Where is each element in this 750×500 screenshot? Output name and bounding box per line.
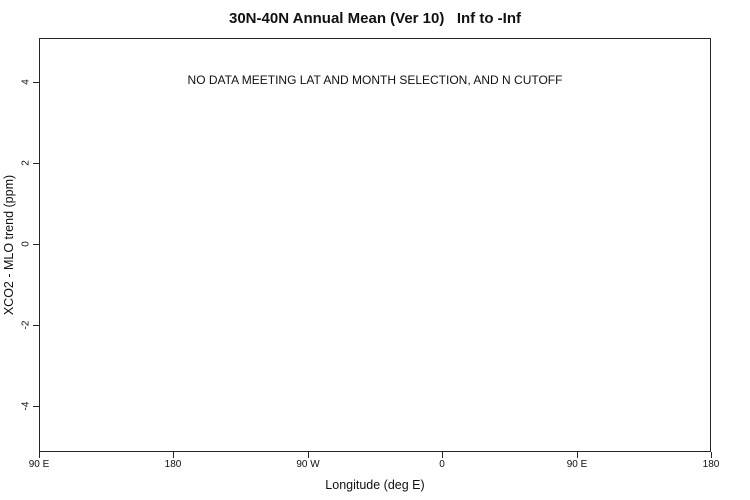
- x-tick-label: 0: [439, 459, 445, 470]
- y-tick-mark: [33, 244, 39, 245]
- y-tick-mark: [33, 163, 39, 164]
- y-tick-mark: [33, 406, 39, 407]
- x-tick-mark: [173, 452, 174, 458]
- x-tick-mark: [442, 452, 443, 458]
- x-tick-label: 180: [164, 459, 182, 470]
- y-tick-mark: [33, 325, 39, 326]
- x-tick-label: 90 W: [296, 459, 320, 470]
- x-tick-label: 90 E: [28, 459, 50, 470]
- x-tick-mark: [577, 452, 578, 458]
- y-axis-title: XCO2 - MLO trend (ppm): [2, 174, 16, 316]
- plot-area: NO DATA MEETING LAT AND MONTH SELECTION,…: [39, 38, 711, 452]
- x-axis-title: Longitude (deg E): [325, 478, 425, 492]
- chart-title: 30N-40N Annual Mean (Ver 10) Inf to -Inf: [229, 10, 521, 27]
- y-tick-label: 2: [20, 160, 32, 166]
- y-tick-label: -2: [20, 320, 32, 330]
- y-tick-label: -4: [20, 401, 32, 411]
- y-tick-label: 4: [20, 79, 32, 85]
- y-tick-mark: [33, 82, 39, 83]
- y-tick-label: 0: [20, 241, 32, 247]
- x-tick-label: 180: [702, 459, 720, 470]
- no-data-message: NO DATA MEETING LAT AND MONTH SELECTION,…: [187, 73, 563, 87]
- x-tick-mark: [711, 452, 712, 458]
- x-tick-mark: [308, 452, 309, 458]
- x-tick-label: 90 E: [566, 459, 588, 470]
- x-tick-mark: [39, 452, 40, 458]
